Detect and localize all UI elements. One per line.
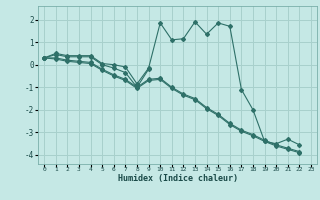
X-axis label: Humidex (Indice chaleur): Humidex (Indice chaleur) [118, 174, 238, 183]
